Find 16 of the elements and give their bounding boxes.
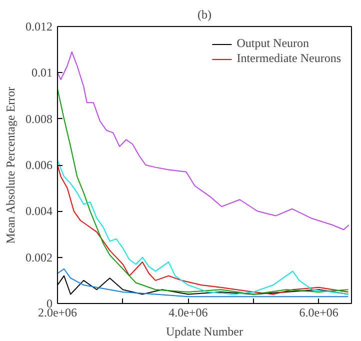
line-series xyxy=(58,268,349,298)
chart-title: (b) xyxy=(198,8,212,22)
line-series xyxy=(58,51,350,230)
x-axis-title: Update Number xyxy=(166,324,243,338)
y-tick-label: 0.012 xyxy=(26,20,52,34)
x-tick-label: 4.0e+06 xyxy=(168,306,208,320)
y-tick-label: 0.006 xyxy=(26,158,52,172)
y-tick-label: 0.002 xyxy=(26,250,52,264)
line-series xyxy=(58,88,349,295)
x-tick-label: 6.0e+06 xyxy=(299,306,338,320)
y-tick-label: 0.004 xyxy=(26,204,52,218)
y-tick-label: 0.008 xyxy=(26,112,52,126)
legend-label: Output Neuron xyxy=(236,36,310,51)
y-tick-label: 0.01 xyxy=(32,66,52,80)
legend-label: Intermediate Neurons xyxy=(236,51,341,66)
y-axis-title: Mean Absolute Percentage Error xyxy=(4,86,18,244)
